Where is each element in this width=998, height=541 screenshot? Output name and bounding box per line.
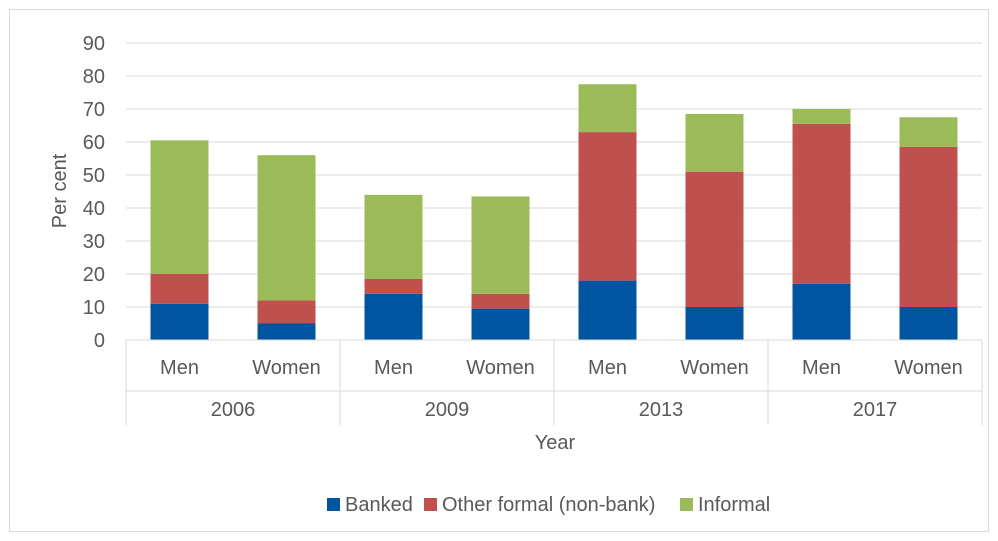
legend-swatch (424, 498, 437, 511)
bar-banked (471, 308, 530, 340)
bar-banked (578, 280, 637, 340)
legend-label: Banked (345, 494, 413, 516)
x-axis-title: Year (535, 432, 576, 454)
y-tick-label: 60 (83, 132, 105, 154)
legend-swatch (680, 498, 693, 511)
x-category-label: Men (802, 357, 841, 379)
bar-banked (899, 307, 958, 340)
x-category-label: Women (680, 357, 749, 379)
bar-informal (364, 194, 423, 279)
bar-other-formal-non-bank (257, 300, 316, 324)
bar-informal (578, 84, 637, 133)
x-group-label: 2006 (211, 399, 256, 421)
x-group-label: 2013 (639, 399, 684, 421)
y-tick-label: 90 (83, 33, 105, 55)
y-tick-label: 20 (83, 264, 105, 286)
y-tick-label: 30 (83, 231, 105, 253)
bar-other-formal-non-bank (150, 274, 209, 304)
bar-banked (257, 323, 316, 340)
x-group-label: 2009 (425, 399, 470, 421)
bar-banked (792, 283, 851, 340)
bar-informal (150, 140, 209, 274)
x-category-label: Men (160, 357, 199, 379)
x-category-label: Women (252, 357, 321, 379)
bar-banked (364, 293, 423, 340)
x-group-label: 2017 (853, 399, 898, 421)
axes: 0 10 20 30 40 50 60 70 80 90 Men Women 2006 Men Women 2… (83, 33, 983, 425)
legend-label: Other formal (non-bank) (442, 494, 655, 516)
bar-informal (471, 196, 530, 294)
bar-informal (257, 155, 316, 301)
bar-other-formal-non-bank (685, 171, 744, 307)
x-category-label: Women (894, 357, 963, 379)
bars (150, 84, 958, 340)
x-category-label: Men (374, 357, 413, 379)
y-tick-label: 70 (83, 99, 105, 121)
bar-other-formal-non-bank (899, 146, 958, 307)
y-tick-label: 0 (94, 330, 105, 352)
bar-other-formal-non-bank (364, 278, 423, 294)
y-tick-label: 50 (83, 165, 105, 187)
bar-other-formal-non-bank (471, 293, 530, 309)
legend: Banked Other formal (non-bank) Informal (327, 494, 770, 516)
y-tick-label: 10 (83, 297, 105, 319)
x-category-label: Men (588, 357, 627, 379)
x-category-label: Women (466, 357, 535, 379)
y-axis-title: Per cent (49, 153, 71, 228)
y-tick-label: 80 (83, 66, 105, 88)
legend-label: Informal (698, 494, 770, 516)
bar-banked (685, 307, 744, 340)
bar-informal (899, 117, 958, 147)
bar-informal (685, 113, 744, 172)
y-tick-label: 40 (83, 198, 105, 220)
bar-other-formal-non-bank (578, 132, 637, 281)
gridlines (126, 42, 982, 308)
bar-banked (150, 303, 209, 340)
legend-swatch (327, 498, 340, 511)
bar-informal (792, 109, 851, 124)
bar-other-formal-non-bank (792, 123, 851, 284)
